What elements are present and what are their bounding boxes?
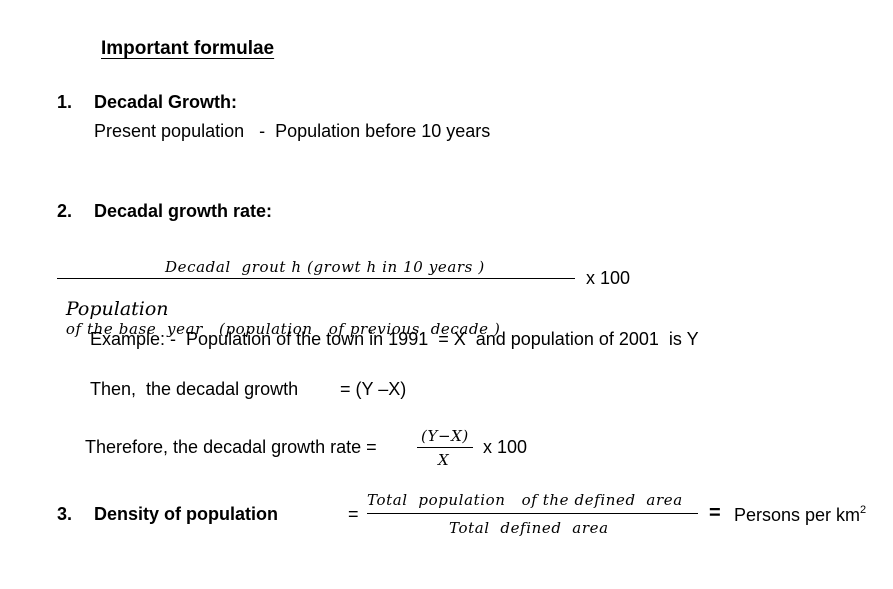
density-result-equals: =: [709, 502, 721, 524]
denominator-lead: Population: [65, 298, 169, 320]
item-1-heading: Decadal Growth:: [94, 92, 238, 112]
item-1-number: 1.: [57, 92, 73, 112]
growth-rate-multiplier: x 100: [586, 268, 631, 288]
page-title: Important formulae: [101, 38, 275, 59]
density-equals: =: [348, 504, 359, 524]
density-result-superscript: 2: [860, 504, 867, 516]
growth-rate-fraction-bar: [57, 278, 575, 279]
item-3-number: 3.: [57, 504, 73, 524]
therefore-multiplier: x 100: [483, 437, 528, 457]
item-3-heading: Density of population: [94, 504, 278, 524]
item-2-heading: Decadal growth rate:: [94, 201, 273, 221]
then-value: = (Y –X): [340, 379, 407, 399]
item-2-number: 2.: [57, 201, 73, 221]
then-label: Then, the decadal growth: [90, 379, 299, 399]
density-denominator: Total defined area: [449, 519, 609, 537]
therefore-label: Therefore, the decadal growth rate =: [85, 437, 377, 457]
density-fraction-bar: [367, 513, 698, 514]
example-text: Example: - Population of the town in 199…: [90, 329, 699, 349]
therefore-denominator: X: [438, 451, 450, 469]
item-1-formula: Present population - Population before 1…: [94, 121, 491, 141]
growth-rate-numerator: Decadal grout h (growt h in 10 years ): [165, 258, 485, 276]
density-result: Persons per km2: [734, 504, 866, 526]
therefore-numerator: (Y−X): [421, 427, 469, 445]
density-result-text: Persons per km: [734, 505, 861, 525]
growth-rate-denominator: Population of the base year (population …: [57, 280, 500, 339]
therefore-fraction-bar: [417, 447, 473, 448]
denominator-rest: of the base year (population of previous…: [65, 320, 501, 338]
density-numerator: Total population of the defined area: [367, 491, 683, 509]
